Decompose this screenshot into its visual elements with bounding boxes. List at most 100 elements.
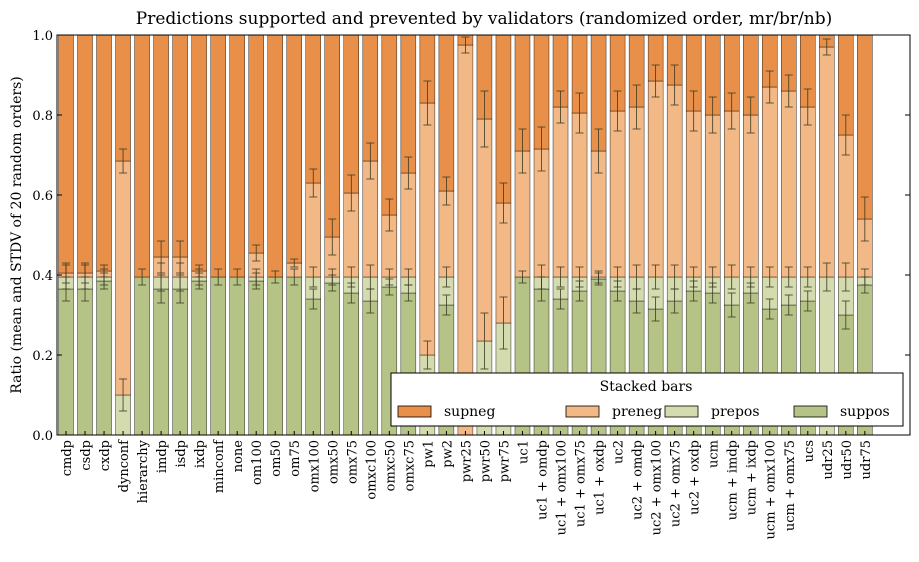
bar-segment-preneg — [628, 106, 645, 278]
bar-segment-suppos — [134, 276, 150, 436]
x-tick-label: uc2 + omdp — [631, 440, 646, 520]
x-tick-label: om50 — [269, 440, 284, 477]
y-tick-label: 0.0 — [32, 429, 53, 444]
bar-segment-preneg — [647, 80, 664, 278]
x-tick-label: omxc75 — [402, 440, 417, 491]
bar-segment-preneg — [552, 106, 569, 278]
bar-segment-supneg — [115, 34, 131, 162]
y-axis: 0.0 0.2 0.4 0.6 0.8 1.0 — [32, 29, 910, 444]
x-tick-label: uc2 + omx75 — [669, 440, 684, 527]
x-tick-label: omxc100 — [364, 440, 379, 500]
x-tick-label: csdp — [79, 440, 94, 471]
bar-segment-suppos — [362, 300, 379, 436]
x-tick-label: uc1 — [516, 440, 531, 464]
bar-segment-supneg — [153, 34, 169, 258]
bar-segment-supneg — [857, 34, 873, 220]
y-tick-label: 0.2 — [32, 349, 53, 364]
bar-segment-supneg — [172, 34, 188, 258]
x-tick-label: ucm + ixdp — [745, 440, 760, 515]
bar-segment-suppos — [286, 276, 302, 436]
legend-label-prepos: prepos — [711, 404, 760, 420]
bar-segment-preneg — [724, 110, 740, 278]
legend-swatch-preneg — [565, 405, 600, 418]
bar-segment-suppos — [58, 288, 74, 436]
x-tick-label: ucm + omx100 — [764, 440, 779, 539]
bar-segment-preneg — [743, 114, 759, 278]
y-axis-title: Ratio (mean and STDV of 20 random orders… — [9, 76, 25, 393]
bar-segment-preneg — [115, 160, 131, 396]
bar-segment-preneg — [704, 114, 721, 278]
bar-segment-preneg — [838, 134, 854, 278]
bar-segment-supneg — [134, 34, 150, 278]
bar-segment-preneg — [685, 110, 702, 278]
bar-segment-suppos — [77, 288, 93, 436]
chart-title: Predictions supported and prevented by v… — [136, 9, 832, 29]
bar-segment-preneg — [762, 86, 778, 278]
bar-segment-preneg — [781, 90, 797, 278]
x-tick-label: ucm + omx75 — [783, 440, 798, 531]
x-tick-label: uc2 + omx100 — [650, 440, 665, 535]
x-tick-label: om75 — [288, 440, 303, 477]
x-tick-label: pw1 — [421, 440, 436, 468]
bar-segment-supneg — [381, 34, 398, 216]
bar-segment-preneg — [419, 102, 436, 356]
x-tick-label: omx75 — [345, 440, 360, 484]
bar-segment-supneg — [267, 34, 283, 278]
bar-segment-preneg — [666, 84, 683, 278]
bar-segment-suppos — [153, 288, 169, 436]
bar-segment-supneg — [343, 34, 359, 194]
bar-segment-suppos — [305, 298, 321, 436]
bar-segment-suppos — [210, 276, 226, 436]
x-tick-label: imdp — [155, 440, 170, 473]
plot-frame — [56, 34, 911, 436]
x-tick-label: ucm + imdp — [726, 440, 741, 520]
bar-segment-supneg — [77, 34, 93, 274]
bar-segment-supneg — [191, 34, 207, 272]
x-tick-label: om100 — [250, 440, 265, 485]
x-tick-label: pwr75 — [497, 440, 512, 482]
bar-segment-suppos — [343, 292, 359, 436]
x-tick-label: isdp — [174, 440, 189, 467]
x-tick-label: udr25 — [821, 440, 836, 479]
legend-label-preneg: preneg — [612, 404, 662, 420]
legend-label-supneg: supneg — [444, 404, 495, 420]
bar-segment-supneg — [438, 34, 455, 192]
x-tick-label: ixdp — [193, 440, 208, 468]
x-tick-label: uc1 + omx100 — [555, 440, 570, 535]
bar-segment-preneg — [819, 46, 835, 278]
x-tick-label: uc1 + omx75 — [574, 440, 589, 527]
bar-segment-preneg — [609, 110, 626, 278]
bar-segment-supneg — [362, 34, 379, 162]
bar-segment-supneg — [495, 34, 512, 204]
x-tick-label: none — [231, 440, 246, 473]
legend-swatch-prepos — [664, 405, 699, 418]
bar-segment-supneg — [58, 34, 74, 274]
x-tick-label: minconf — [212, 439, 227, 493]
x-tick-label: cxdp — [98, 440, 113, 471]
bar-segment-supneg — [305, 34, 321, 184]
x-tick-label: pwr25 — [459, 440, 474, 482]
bar-segment-preneg — [571, 112, 588, 278]
bar-segment-suppos — [324, 282, 340, 436]
bar-segment-preneg — [476, 118, 493, 342]
bar-segment-supneg — [248, 34, 264, 254]
bar-segment-supneg — [229, 34, 245, 278]
bar-segment-suppos — [229, 276, 245, 436]
bar-segment-supneg — [286, 34, 302, 264]
legend-swatch-supneg — [397, 405, 432, 418]
legend-label-suppos: suppos — [840, 404, 890, 420]
x-tick-label: ucm — [707, 440, 722, 468]
bar-segment-preneg — [800, 106, 816, 278]
x-tick-label: pwr50 — [478, 440, 493, 482]
legend: Stacked bars supneg preneg prepos suppos — [390, 372, 904, 427]
x-tick-label: hierarchy — [136, 439, 151, 503]
y-tick-label: 1.0 — [32, 29, 53, 44]
x-tick-label: uc2 — [612, 440, 627, 464]
bar-segment-suppos — [191, 280, 207, 436]
x-tick-label: uc1 + omdp — [536, 440, 551, 520]
x-tick-label: cmdp — [60, 440, 75, 476]
legend-title: Stacked bars — [600, 379, 693, 395]
x-tick-label: udr75 — [859, 440, 874, 479]
